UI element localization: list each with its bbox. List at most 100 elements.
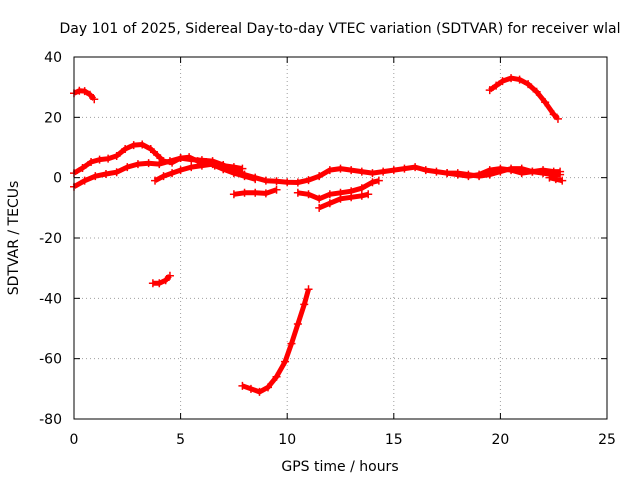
x-tick-label: 10 [278, 432, 296, 448]
data-point [240, 188, 249, 197]
data-point [498, 77, 507, 86]
data-point [238, 164, 247, 173]
data-point [197, 161, 206, 170]
data-point [293, 178, 302, 187]
data-point [357, 167, 366, 176]
data-point [229, 163, 238, 172]
series-arc-j [488, 75, 560, 121]
data-point [545, 173, 554, 182]
data-point [551, 175, 560, 184]
data-point [293, 319, 302, 328]
data-point [304, 190, 313, 199]
series-arc-d [153, 161, 243, 183]
data-point [153, 151, 162, 160]
data-point [80, 176, 89, 185]
y-tick-label: -20 [39, 231, 62, 247]
data-point [293, 188, 302, 197]
data-point [347, 166, 356, 175]
data-point [133, 160, 142, 169]
data-point [443, 169, 452, 178]
data-point [315, 172, 324, 181]
data-point [336, 164, 345, 173]
data-point [368, 169, 377, 178]
data-point [432, 167, 441, 176]
data-point [517, 169, 526, 178]
data-point [176, 166, 185, 175]
data-point [336, 194, 345, 203]
data-point [90, 95, 99, 104]
data-point [138, 140, 147, 149]
data-point [91, 172, 100, 181]
data-point [400, 164, 409, 173]
data-point [104, 154, 113, 163]
data-point [251, 173, 260, 182]
data-point [229, 190, 238, 199]
data-point [325, 166, 334, 175]
series-arc-g [241, 288, 311, 395]
data-point [485, 166, 494, 175]
x-tick-label: 20 [491, 432, 509, 448]
data-point [364, 190, 373, 199]
grid [74, 57, 607, 419]
data-point [325, 190, 334, 199]
data-point [300, 300, 309, 309]
data-point [453, 170, 462, 179]
data-point [464, 172, 473, 181]
data-point [85, 90, 94, 99]
data-point [357, 184, 366, 193]
data-point [421, 166, 430, 175]
y-tick-label: 20 [44, 110, 62, 126]
data-point [532, 87, 541, 96]
data-point [187, 163, 196, 172]
data-point [165, 157, 174, 166]
data-point [155, 279, 164, 288]
y-tick-label: -60 [39, 352, 62, 368]
data-point [129, 141, 138, 150]
data-point [556, 167, 565, 176]
data-point [238, 381, 247, 390]
plot-frame [73, 56, 608, 420]
data-point [151, 176, 160, 185]
data-point [240, 170, 249, 179]
data-point [155, 160, 164, 169]
data-point [219, 161, 228, 170]
data-point [379, 167, 388, 176]
y-tick-label: -80 [39, 412, 62, 428]
data-point [539, 166, 548, 175]
data-point [78, 164, 87, 173]
x-tick-label: 25 [598, 432, 616, 448]
data-point [315, 194, 324, 203]
data-point [261, 189, 270, 198]
data-point [161, 276, 170, 285]
data-point [251, 188, 260, 197]
data-point [146, 145, 155, 154]
data-point [287, 339, 296, 348]
data-series [70, 74, 567, 396]
data-point [159, 172, 168, 181]
data-point [261, 176, 270, 185]
data-point [368, 178, 377, 187]
data-point [492, 81, 501, 90]
x-tick-label: 15 [385, 432, 403, 448]
data-point [272, 372, 281, 381]
data-point [315, 203, 324, 212]
y-tick-label: 40 [44, 50, 62, 66]
data-point [528, 167, 537, 176]
data-point [176, 154, 185, 163]
data-point [374, 176, 383, 185]
data-point [357, 191, 366, 200]
data-point [283, 178, 292, 187]
data-point [112, 168, 121, 177]
data-point [347, 193, 356, 202]
data-point [80, 87, 89, 96]
data-point [524, 80, 533, 89]
data-point [541, 98, 550, 107]
y-axis-label: SDTVAR / TECUs [6, 181, 22, 296]
data-point [515, 75, 524, 84]
y-tick-label: 0 [53, 171, 62, 187]
data-point [264, 383, 273, 392]
data-point [325, 199, 334, 208]
data-point [389, 166, 398, 175]
data-point [304, 285, 313, 294]
